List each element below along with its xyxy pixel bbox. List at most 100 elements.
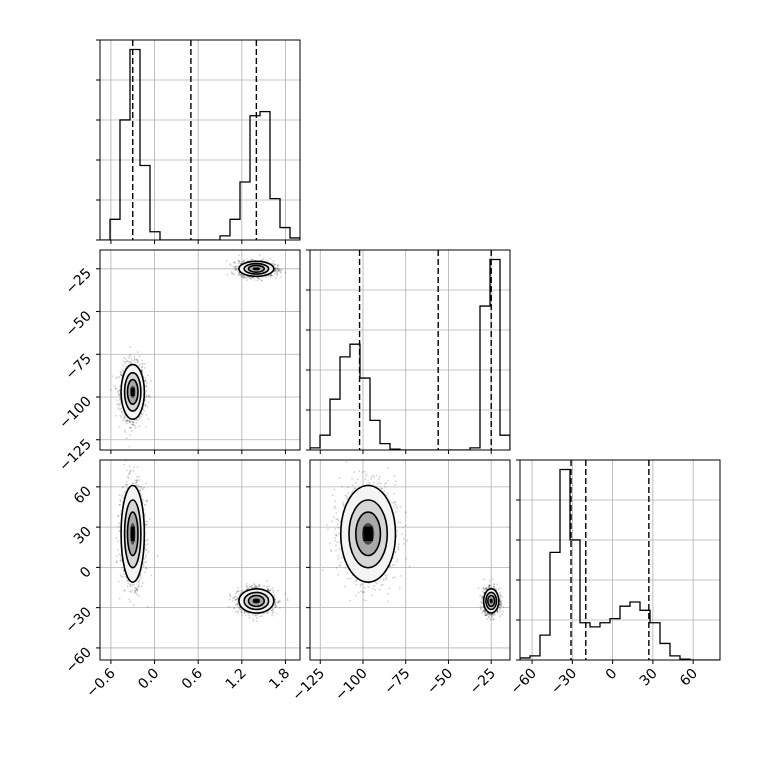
sample-point bbox=[144, 548, 147, 551]
sample-point bbox=[147, 394, 150, 397]
sample-point bbox=[122, 497, 125, 500]
sample-point bbox=[118, 529, 121, 532]
panel-frame bbox=[99, 249, 301, 451]
sample-point bbox=[253, 584, 256, 586]
sample-point bbox=[128, 420, 131, 422]
sample-point bbox=[140, 495, 143, 497]
sample-point bbox=[129, 453, 131, 455]
sample-point bbox=[119, 503, 121, 506]
sample-point bbox=[145, 500, 148, 503]
sample-point bbox=[233, 596, 236, 598]
sample-point bbox=[134, 479, 137, 482]
sample-point bbox=[123, 589, 125, 592]
sample-point bbox=[127, 582, 130, 585]
sample-point bbox=[236, 596, 238, 599]
sample-point bbox=[125, 360, 128, 363]
sample-point bbox=[146, 538, 149, 541]
sample-point bbox=[129, 590, 132, 593]
sample-point bbox=[111, 375, 114, 378]
sample-point bbox=[118, 389, 121, 391]
sample-point bbox=[116, 403, 119, 406]
sample-point bbox=[239, 273, 241, 276]
sample-point bbox=[119, 414, 122, 417]
sample-point bbox=[124, 419, 126, 421]
panel-p0-p1 bbox=[109, 254, 287, 448]
sample-point bbox=[250, 259, 253, 262]
grid-lines bbox=[310, 250, 510, 450]
sample-point bbox=[144, 523, 147, 526]
sample-point bbox=[270, 274, 273, 277]
sample-point bbox=[237, 590, 240, 593]
x-axis-p1 bbox=[319, 450, 492, 454]
sample-point bbox=[225, 259, 228, 262]
sample-point bbox=[280, 269, 282, 272]
sample-point bbox=[130, 591, 133, 593]
sample-point bbox=[114, 385, 117, 388]
sample-point bbox=[126, 419, 129, 422]
sample-point bbox=[120, 372, 122, 374]
sample-point bbox=[121, 494, 123, 497]
sample-point bbox=[256, 279, 259, 282]
sample-point bbox=[126, 360, 129, 363]
sample-point bbox=[144, 556, 147, 558]
sample-point bbox=[256, 277, 259, 280]
sample-point bbox=[279, 271, 282, 274]
sample-point bbox=[269, 589, 272, 592]
sample-point bbox=[142, 565, 145, 567]
sample-point bbox=[138, 585, 140, 588]
sample-point bbox=[245, 582, 248, 585]
sample-point bbox=[274, 270, 277, 272]
sample-point bbox=[239, 591, 242, 594]
y-tick-label: −25 bbox=[63, 265, 95, 297]
sample-point bbox=[120, 411, 123, 414]
sample-point bbox=[131, 482, 134, 485]
sample-point bbox=[229, 263, 232, 265]
sample-point bbox=[115, 561, 118, 564]
sample-point bbox=[117, 394, 120, 397]
sample-point bbox=[273, 271, 276, 274]
sample-point bbox=[120, 411, 123, 413]
sample-point bbox=[124, 575, 127, 578]
sample-point bbox=[115, 536, 118, 539]
sample-point bbox=[242, 274, 245, 277]
sample-point bbox=[233, 597, 236, 600]
sample-point bbox=[269, 274, 272, 277]
sample-point bbox=[122, 419, 124, 422]
sample-point bbox=[118, 389, 121, 392]
sample-point bbox=[279, 270, 282, 273]
sample-point bbox=[121, 369, 124, 372]
sample-point bbox=[269, 589, 272, 592]
sample-point bbox=[276, 267, 279, 270]
sample-point bbox=[117, 580, 120, 583]
sample-point bbox=[242, 260, 245, 262]
sample-point bbox=[278, 268, 281, 270]
sample-point bbox=[117, 525, 120, 528]
sample-point bbox=[258, 584, 261, 587]
sample-point bbox=[129, 426, 132, 429]
sample-point bbox=[274, 268, 276, 271]
sample-point bbox=[234, 599, 237, 601]
sample-point bbox=[145, 549, 148, 552]
sample-point bbox=[251, 258, 254, 261]
sample-point bbox=[119, 499, 122, 501]
sample-point bbox=[139, 489, 142, 492]
sample-point bbox=[122, 573, 125, 576]
sample-point bbox=[114, 387, 117, 390]
sample-point bbox=[141, 359, 144, 362]
sample-point bbox=[128, 473, 131, 476]
sample-point bbox=[234, 265, 237, 268]
sample-point bbox=[127, 477, 130, 479]
sample-point bbox=[280, 276, 282, 278]
sample-point bbox=[241, 609, 243, 611]
sample-point bbox=[150, 574, 153, 577]
sample-point bbox=[135, 481, 138, 484]
sample-point bbox=[229, 595, 232, 598]
sample-point bbox=[279, 600, 282, 603]
sample-point bbox=[130, 358, 133, 360]
sample-point bbox=[280, 268, 283, 271]
sample-point bbox=[264, 276, 267, 279]
sample-point bbox=[236, 598, 239, 601]
sample-point bbox=[145, 384, 148, 387]
sample-point bbox=[232, 265, 235, 268]
